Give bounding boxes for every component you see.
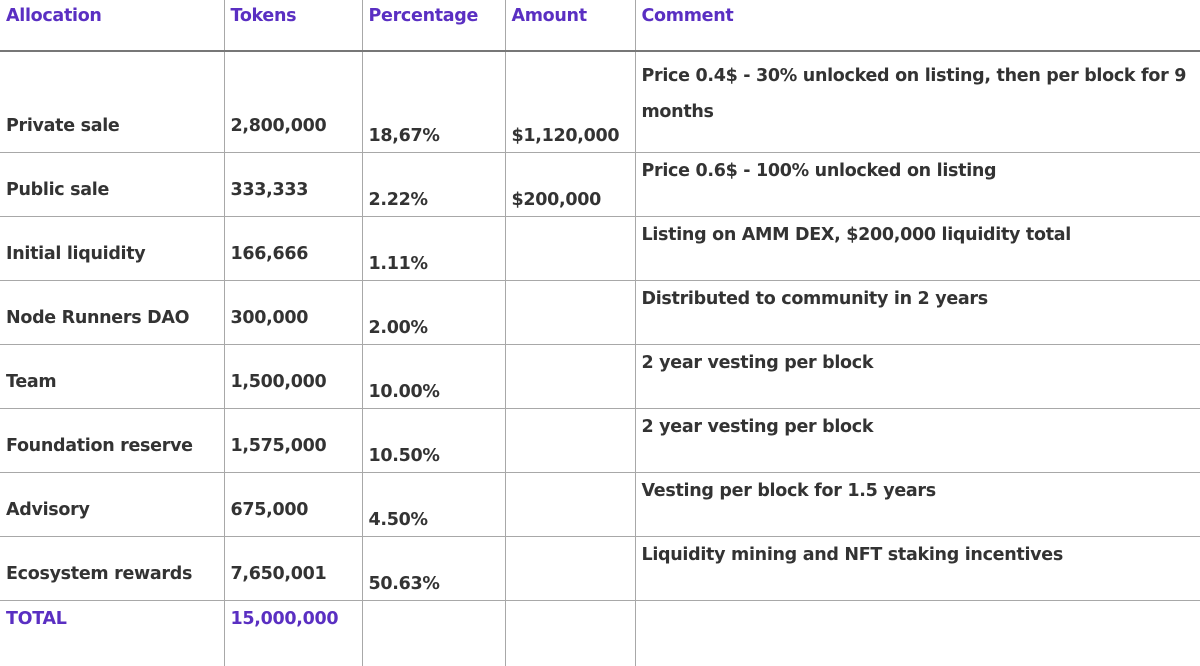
empty-cell xyxy=(505,217,635,281)
percentage-cell: 2.22% xyxy=(362,153,505,217)
allocation-cell: Allocation xyxy=(0,0,224,51)
comment-cell: 2 year vesting per block xyxy=(635,345,1200,409)
allocation-cell: Public sale xyxy=(0,153,224,217)
tokens-cell: 1,575,000 xyxy=(224,409,362,473)
allocation-cell: Team xyxy=(0,345,224,409)
tokens-cell: 7,650,001 xyxy=(224,537,362,601)
tokens-cell: 675,000 xyxy=(224,473,362,537)
allocation-cell: Advisory xyxy=(0,473,224,537)
allocation-cell: Ecosystem rewards xyxy=(0,537,224,601)
tokens-cell: Tokens xyxy=(224,0,362,51)
amount-cell: $1,120,000 xyxy=(505,51,635,153)
comment-cell: Listing on AMM DEX, $200,000 liquidity t… xyxy=(635,217,1200,281)
comment-cell: Price 0.6$ - 100% unlocked on listing xyxy=(635,153,1200,217)
comment-cell: Distributed to community in 2 years xyxy=(635,281,1200,345)
empty-cell xyxy=(505,537,635,601)
empty-cell xyxy=(505,601,635,666)
tokens-cell: 333,333 xyxy=(224,153,362,217)
empty-cell xyxy=(505,281,635,345)
percentage-cell: Percentage xyxy=(362,0,505,51)
tokens-cell: 300,000 xyxy=(224,281,362,345)
tokens-cell: 1,500,000 xyxy=(224,345,362,409)
percentage-cell: 4.50% xyxy=(362,473,505,537)
allocation-cell: Private sale xyxy=(0,51,224,153)
percentage-cell: 1.11% xyxy=(362,217,505,281)
amount-cell: Amount xyxy=(505,0,635,51)
empty-cell xyxy=(505,345,635,409)
empty-cell xyxy=(635,601,1200,666)
tokens-cell: 15,000,000 xyxy=(224,601,362,666)
percentage-cell: 2.00% xyxy=(362,281,505,345)
allocation-cell: Initial liquidity xyxy=(0,217,224,281)
comment-cell: Comment xyxy=(635,0,1200,51)
tokens-cell: 166,666 xyxy=(224,217,362,281)
amount-cell: $200,000 xyxy=(505,153,635,217)
allocation-cell: Foundation reserve xyxy=(0,409,224,473)
percentage-cell: 18,67% xyxy=(362,51,505,153)
empty-cell xyxy=(505,409,635,473)
allocation-cell: TOTAL xyxy=(0,601,224,666)
comment-cell: Liquidity mining and NFT staking incenti… xyxy=(635,537,1200,601)
comment-cell: 2 year vesting per block xyxy=(635,409,1200,473)
comment-cell: Vesting per block for 1.5 years xyxy=(635,473,1200,537)
percentage-cell: 10.00% xyxy=(362,345,505,409)
empty-cell xyxy=(505,473,635,537)
allocation-cell: Node Runners DAO xyxy=(0,281,224,345)
percentage-cell: 10.50% xyxy=(362,409,505,473)
comment-cell: Price 0.4$ - 30% unlocked on listing, th… xyxy=(635,51,1200,153)
percentage-cell: 50.63% xyxy=(362,537,505,601)
empty-cell xyxy=(362,601,505,666)
tokens-cell: 2,800,000 xyxy=(224,51,362,153)
